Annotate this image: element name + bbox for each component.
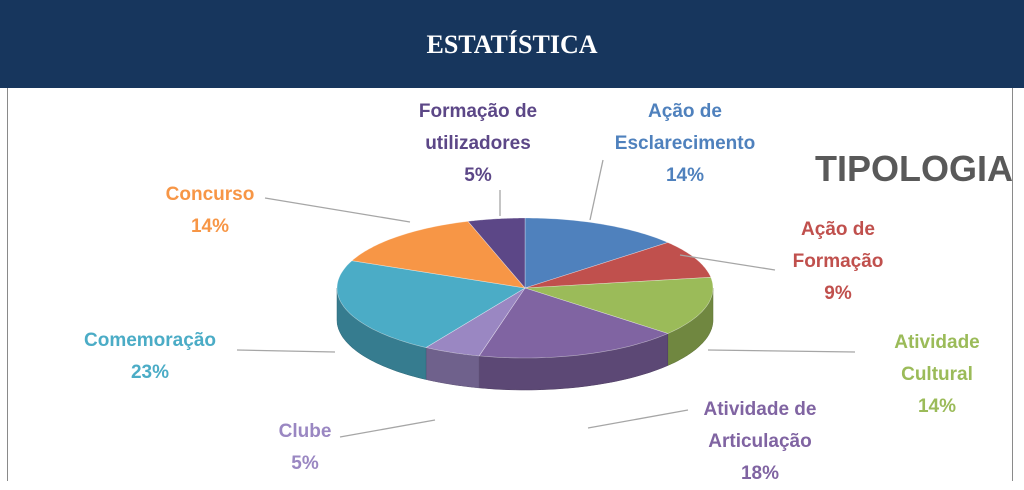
leader-line: [339, 419, 436, 438]
leader-line: [587, 409, 689, 429]
leader-line: [236, 349, 336, 353]
label-name: Ação de Formação: [792, 219, 884, 272]
label-name: Comemoração: [84, 330, 216, 351]
border: [1012, 88, 1013, 481]
data-label: Concurso 14%: [140, 179, 280, 243]
label-value: 23%: [130, 362, 170, 383]
pie-slice: [425, 287, 526, 357]
leader-line: [589, 159, 604, 221]
data-label: Clube 5%: [245, 416, 365, 480]
label-name: Concurso: [165, 184, 255, 205]
data-label: Formação de utilizadores 5%: [396, 96, 561, 192]
label-value: 18%: [740, 463, 780, 484]
leader-line: [707, 349, 856, 353]
label-name: Atividade Cultural: [894, 332, 980, 385]
pie-slice: [336, 260, 526, 348]
data-label: Ação de Formação 9%: [778, 214, 898, 310]
pie-slice: [478, 287, 669, 359]
data-label: Atividade Cultural 14%: [877, 327, 997, 423]
pie-slice: [524, 276, 714, 334]
header-title: ESTATÍSTICA: [0, 0, 1024, 88]
chart-title: TIPOLOGIA: [815, 148, 1013, 189]
label-value: 9%: [824, 283, 852, 304]
pie-slice: [524, 242, 712, 289]
data-label: Comemoração 23%: [50, 325, 250, 389]
label-name: Ação de Esclarecimento: [614, 101, 756, 154]
pie-slice: [524, 217, 669, 289]
label-name: Formação de utilizadores: [418, 101, 538, 154]
label-value: 14%: [190, 216, 230, 237]
pie-slice: [467, 217, 526, 289]
label-name: Atividade de Articulação: [703, 399, 817, 452]
label-value: 5%: [291, 453, 319, 474]
label-name: Clube: [278, 421, 332, 442]
border: [7, 88, 8, 481]
label-value: 14%: [665, 165, 705, 186]
data-label: Ação de Esclarecimento 14%: [595, 96, 775, 192]
label-value: 5%: [464, 165, 492, 186]
label-value: 14%: [917, 396, 957, 417]
pie-slice: [351, 220, 526, 289]
leader-line: [264, 197, 411, 223]
leader-line: [679, 254, 776, 271]
data-label: Atividade de Articulação 18%: [680, 394, 840, 490]
